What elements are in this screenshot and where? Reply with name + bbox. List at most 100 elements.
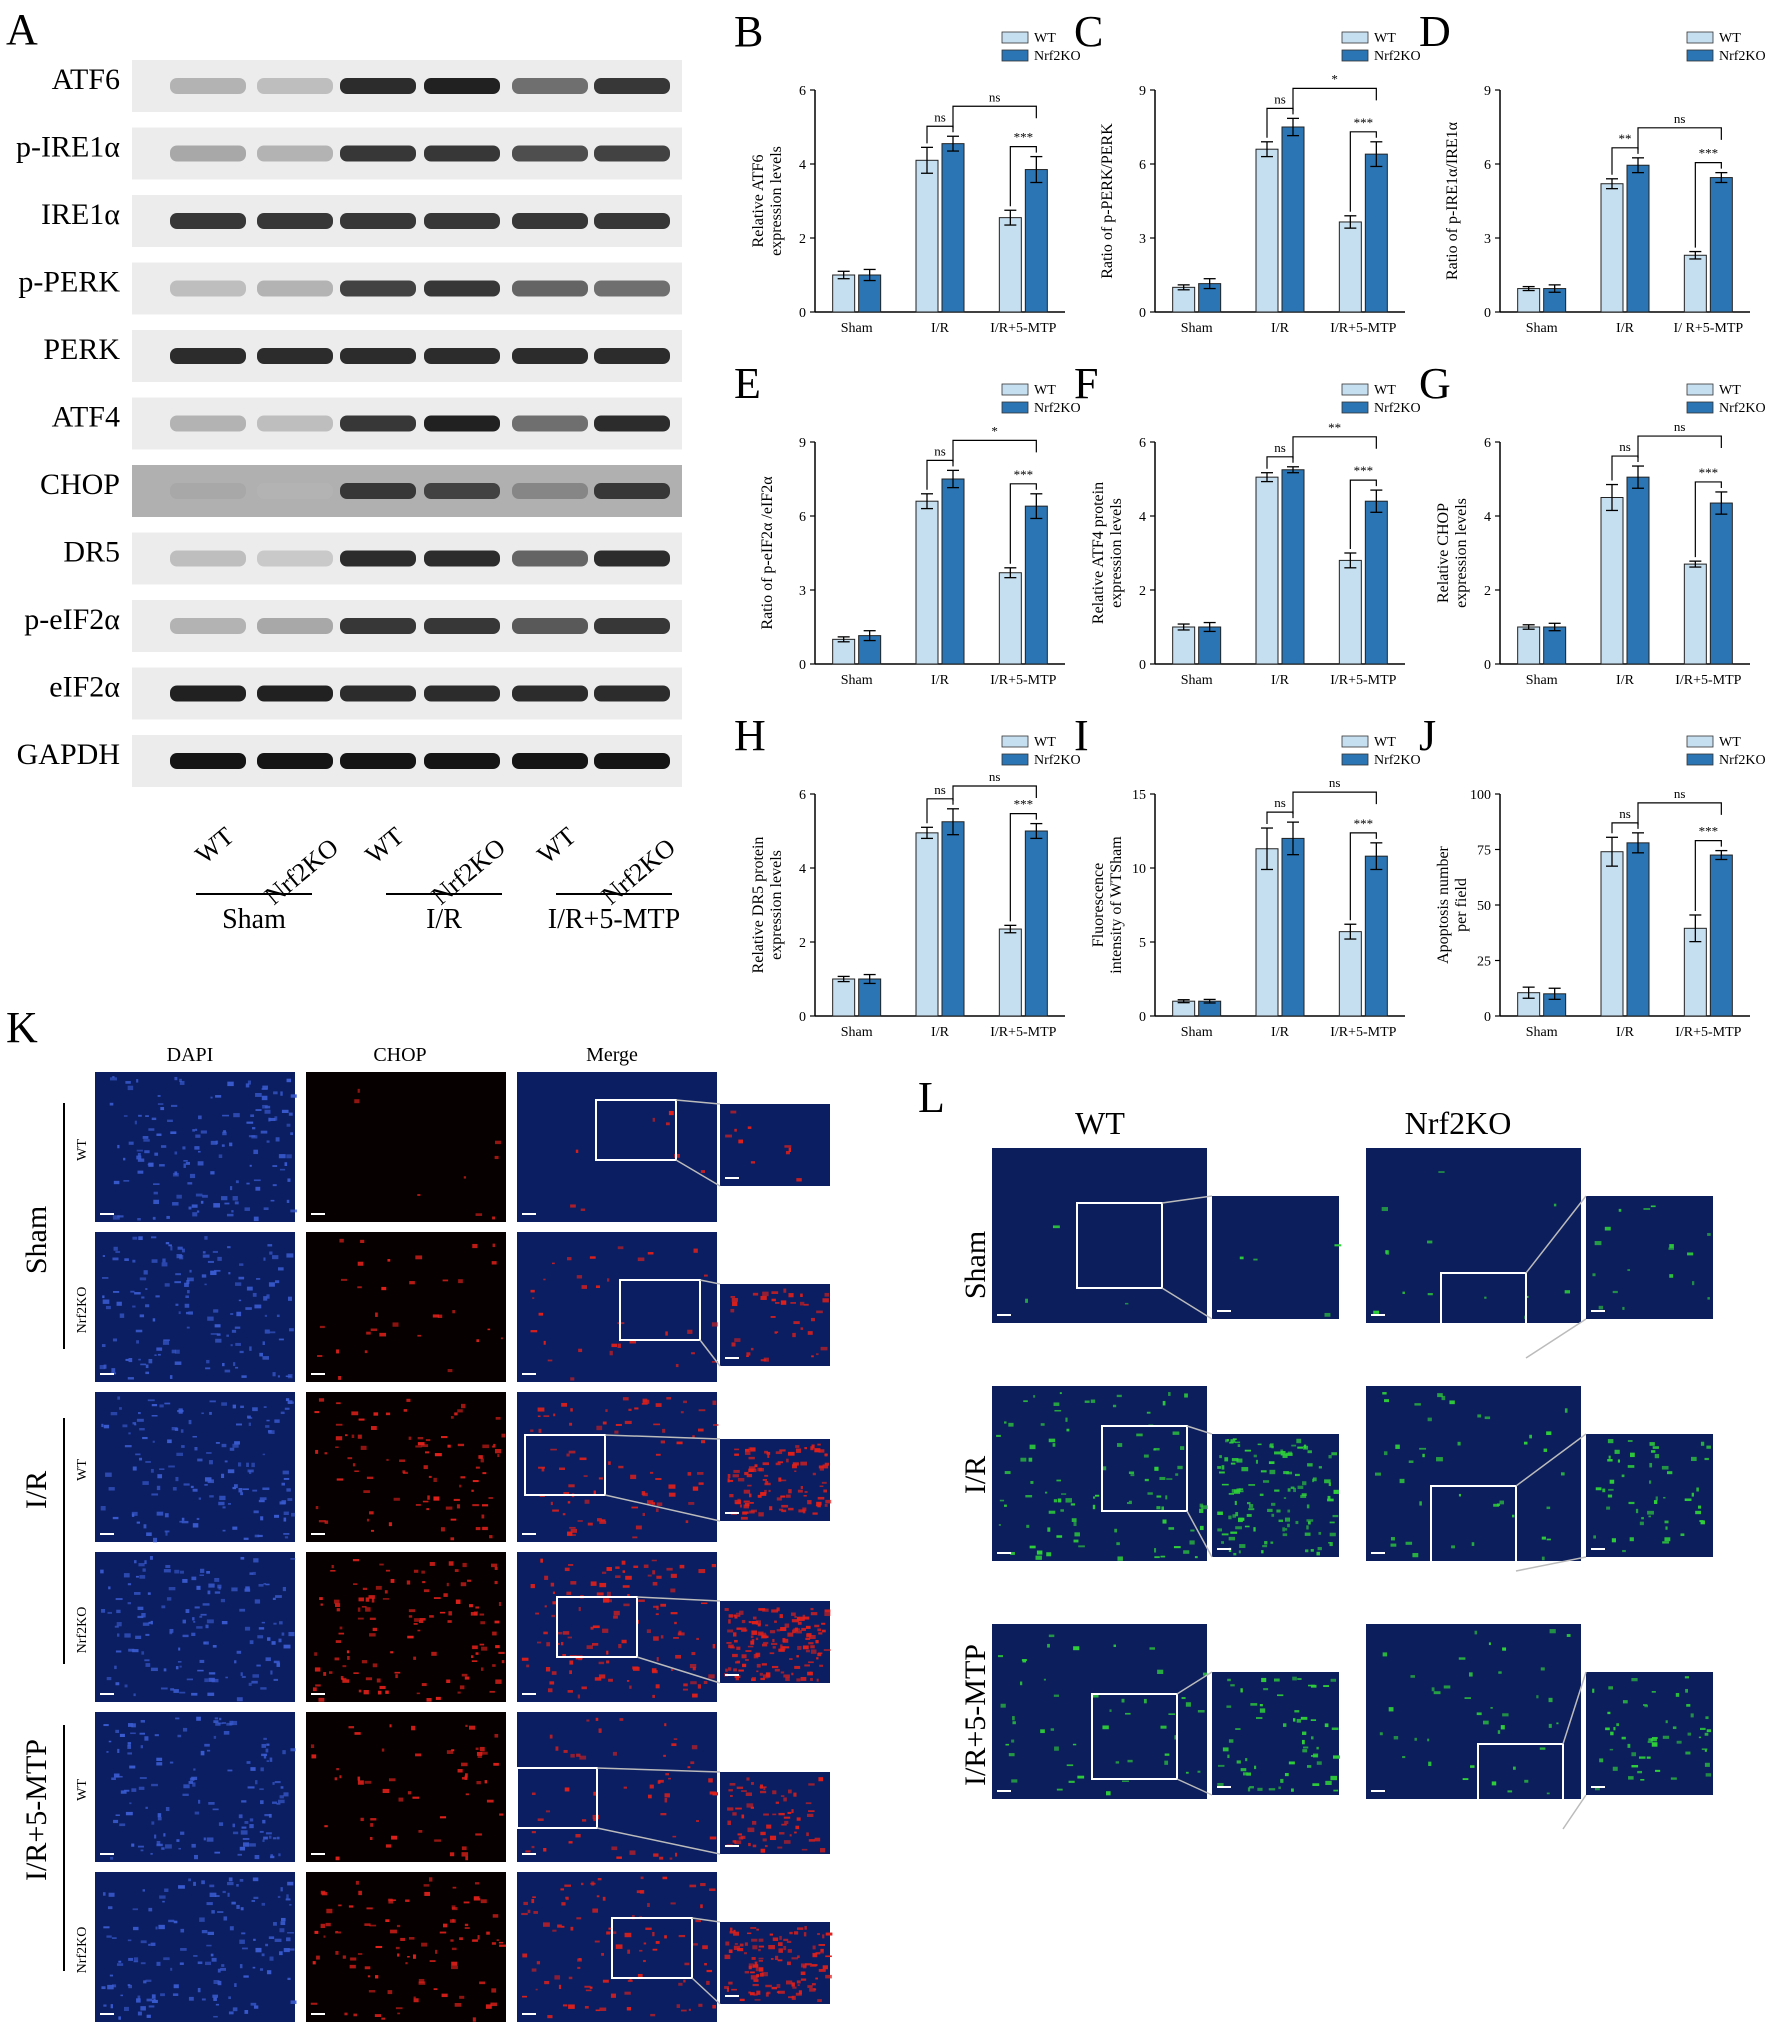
zoom-connector bbox=[1525, 1318, 1587, 1359]
significance-label: *** bbox=[1699, 465, 1719, 480]
signal-speck bbox=[164, 1888, 169, 1892]
signal-speck bbox=[1546, 1431, 1552, 1436]
signal-speck bbox=[255, 1186, 261, 1191]
signal-speck bbox=[598, 1674, 606, 1679]
signal-speck bbox=[615, 1566, 620, 1569]
signal-speck bbox=[822, 1934, 825, 1939]
signal-speck bbox=[106, 1935, 112, 1938]
signal-speck bbox=[769, 1652, 775, 1655]
signal-speck bbox=[744, 1448, 750, 1452]
signal-speck bbox=[581, 1285, 588, 1289]
signal-speck bbox=[246, 1286, 253, 1291]
bar-wt bbox=[832, 638, 856, 665]
signal-speck bbox=[1648, 1738, 1654, 1741]
signal-speck bbox=[1113, 1644, 1117, 1647]
signal-speck bbox=[700, 1883, 706, 1887]
signal-speck bbox=[136, 1079, 139, 1083]
signal-speck bbox=[218, 1501, 225, 1506]
signal-speck bbox=[246, 1121, 254, 1124]
signal-speck bbox=[532, 1896, 536, 1899]
signal-speck bbox=[128, 1648, 135, 1652]
bar-nrf2ko bbox=[1364, 153, 1388, 313]
signal-speck bbox=[114, 1625, 119, 1628]
signal-speck bbox=[729, 1783, 736, 1786]
signal-speck bbox=[755, 1620, 761, 1625]
signal-speck bbox=[805, 1625, 811, 1629]
signal-speck bbox=[183, 1483, 190, 1486]
x-tick-label: I/R bbox=[1616, 1025, 1635, 1040]
signal-speck bbox=[140, 1363, 147, 1366]
signal-speck bbox=[732, 1474, 739, 1478]
scale-bar bbox=[997, 1314, 1011, 1316]
signal-speck bbox=[1297, 1678, 1302, 1680]
signal-speck bbox=[1144, 1478, 1149, 1482]
bar-nrf2ko bbox=[1281, 469, 1305, 665]
signal-speck bbox=[146, 1998, 153, 2002]
signal-speck bbox=[698, 1569, 706, 1574]
signal-speck bbox=[457, 1409, 463, 1413]
signal-speck bbox=[598, 1728, 602, 1733]
signal-speck bbox=[1651, 1742, 1658, 1747]
signal-speck bbox=[232, 1526, 238, 1530]
comparison-bracket bbox=[1349, 479, 1377, 549]
comparison-bracket bbox=[1266, 811, 1294, 825]
signal-speck bbox=[684, 1962, 690, 1966]
signal-speck bbox=[1199, 1508, 1204, 1513]
scale-bar bbox=[311, 1693, 325, 1695]
signal-speck bbox=[1428, 1761, 1432, 1767]
signal-speck bbox=[489, 1690, 495, 1693]
signal-speck bbox=[1627, 1269, 1631, 1272]
blot-band bbox=[424, 145, 500, 162]
signal-speck bbox=[744, 1629, 748, 1632]
y-tick-label: 0 bbox=[1484, 306, 1491, 321]
signal-speck bbox=[623, 1603, 630, 1607]
signal-speck bbox=[145, 1633, 150, 1636]
signal-speck bbox=[390, 1578, 395, 1583]
signal-speck bbox=[443, 1593, 448, 1597]
signal-speck bbox=[334, 1657, 340, 1661]
signal-speck bbox=[631, 1506, 639, 1509]
signal-speck bbox=[1239, 1256, 1244, 1260]
signal-speck bbox=[728, 1981, 733, 1985]
signal-speck bbox=[201, 1412, 204, 1415]
signal-speck bbox=[276, 1314, 280, 1318]
signal-speck bbox=[428, 1877, 433, 1882]
signal-speck bbox=[200, 1568, 205, 1573]
signal-speck bbox=[745, 1650, 752, 1652]
signal-speck bbox=[701, 1440, 706, 1444]
signal-speck bbox=[726, 1987, 729, 1992]
blot-row-label: GAPDH bbox=[17, 738, 120, 771]
signal-speck bbox=[209, 1400, 216, 1403]
signal-speck bbox=[450, 1416, 454, 1419]
signal-speck bbox=[1222, 1747, 1229, 1752]
signal-speck bbox=[1635, 1508, 1639, 1514]
signal-speck bbox=[120, 1994, 123, 1997]
signal-speck bbox=[103, 2004, 107, 2007]
signal-speck bbox=[357, 1434, 362, 1439]
signal-speck bbox=[736, 1627, 742, 1630]
zoom-connector bbox=[1562, 1671, 1587, 1745]
signal-speck bbox=[1684, 1676, 1689, 1679]
signal-speck bbox=[154, 1354, 157, 1356]
signal-speck bbox=[221, 1964, 225, 1967]
signal-speck bbox=[475, 1527, 481, 1531]
signal-speck bbox=[608, 1461, 611, 1465]
signal-speck bbox=[127, 1377, 134, 1380]
signal-speck bbox=[1323, 1685, 1330, 1688]
signal-speck bbox=[759, 1790, 767, 1794]
micro-background bbox=[95, 1232, 295, 1382]
signal-speck bbox=[365, 1607, 371, 1612]
signal-speck bbox=[637, 1973, 643, 1978]
bar-nrf2ko bbox=[1709, 502, 1733, 665]
signal-speck bbox=[183, 1784, 190, 1789]
signal-speck bbox=[235, 1180, 239, 1184]
signal-speck bbox=[1318, 1466, 1322, 1469]
signal-speck bbox=[696, 1820, 700, 1822]
signal-speck bbox=[124, 1633, 131, 1638]
signal-speck bbox=[796, 1178, 802, 1182]
signal-speck bbox=[632, 1666, 639, 1670]
signal-speck bbox=[1610, 1731, 1614, 1736]
signal-speck bbox=[213, 1997, 217, 2001]
y-tick-label: 100 bbox=[1470, 788, 1491, 803]
